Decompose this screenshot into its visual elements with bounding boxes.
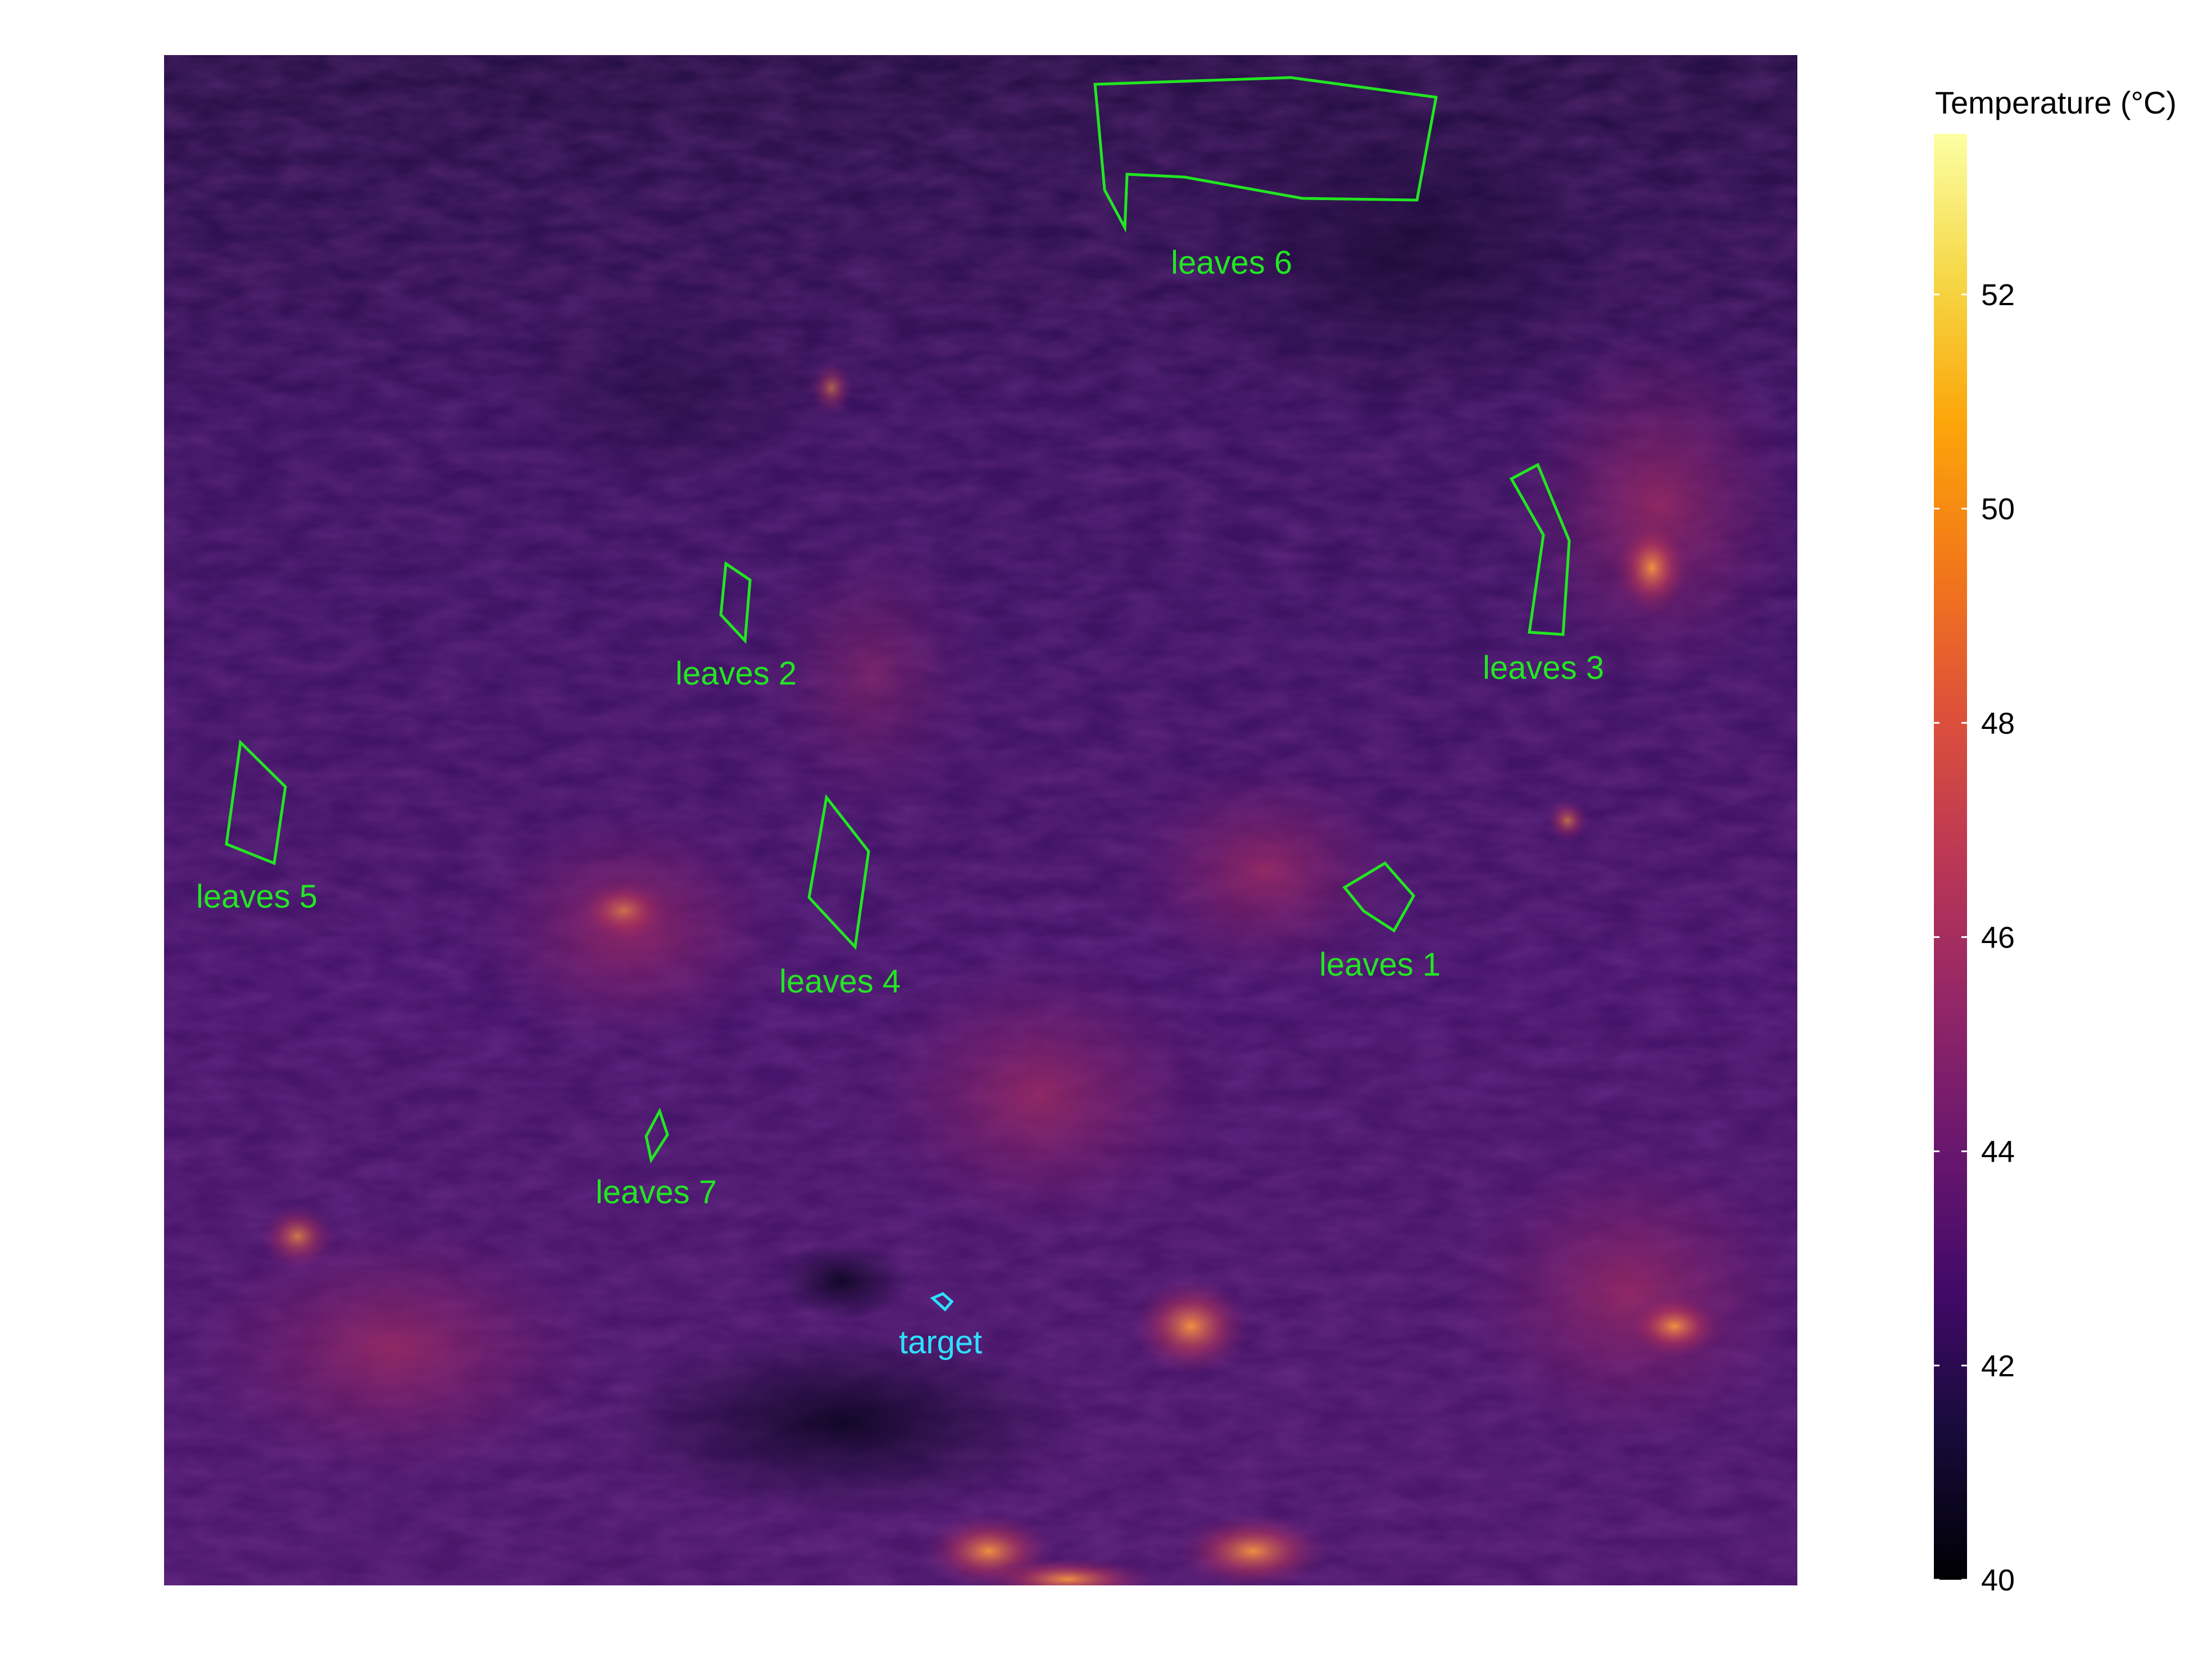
roi-labels: leaves 6 leaves 3 leaves 2 leaves 5 leav… [196,244,1604,1361]
colorbar-gradient [1934,134,1967,1580]
label-leaves-7: leaves 7 [596,1174,717,1211]
roi-target [930,1292,954,1312]
roi-leaves-6 [1093,76,1438,233]
label-leaves-1: leaves 1 [1319,946,1441,983]
roi-leaves-1 [1342,861,1416,933]
colorbar-tick-label: 44 [1981,1135,2015,1169]
label-leaves-5: leaves 5 [196,878,317,915]
roi-leaves-7 [644,1107,669,1164]
roi-leaves-2 [719,561,752,644]
label-leaves-2: leaves 2 [675,655,797,692]
colorbar-tick-label: 50 [1981,492,2015,526]
roi-leaves-5 [225,739,287,865]
colorbar-tick-label: 42 [1981,1349,2015,1383]
colorbar-tick-label: 48 [1981,706,2015,740]
colorbar: Temperature (°C) 40 42 44 46 48 50 52 [1934,85,2177,1597]
colorbar-title: Temperature (°C) [1935,85,2177,120]
colorbar-tick-label: 46 [1981,921,2015,954]
roi-leaves-4 [807,794,870,950]
label-leaves-4: leaves 4 [779,963,901,1000]
label-leaves-3: leaves 3 [1483,650,1604,686]
roi-leaves-3 [1509,463,1571,636]
roi-overlays [225,76,1571,1312]
thermal-image [164,55,1797,1585]
colorbar-tick-label: 40 [1981,1563,2015,1597]
label-target: target [899,1324,982,1361]
label-leaves-6: leaves 6 [1171,244,1292,281]
colorbar-ticks: 40 42 44 46 48 50 52 [1934,278,2015,1597]
colorbar-tick-label: 52 [1981,278,2015,312]
